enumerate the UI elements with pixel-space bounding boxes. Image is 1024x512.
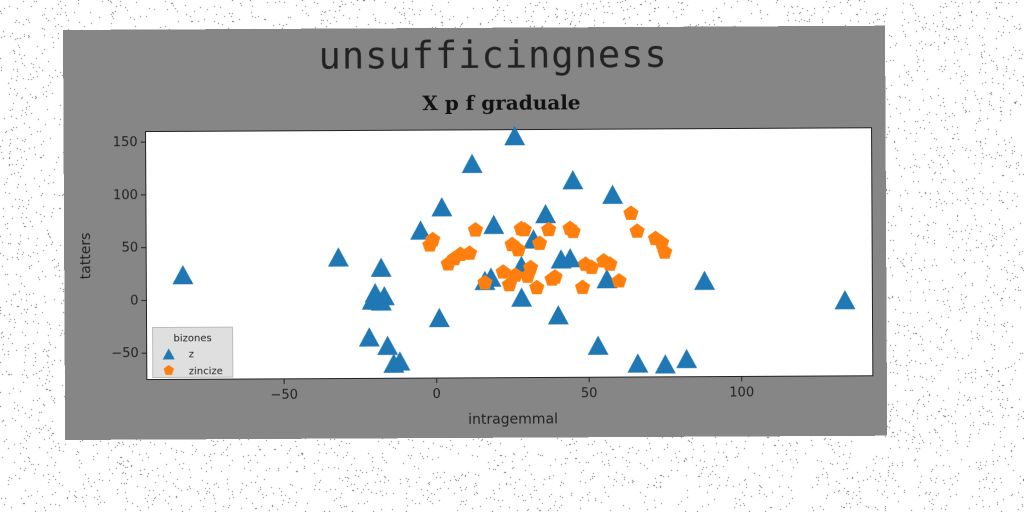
point-zincize bbox=[611, 273, 627, 288]
point-z bbox=[596, 269, 618, 289]
point-z bbox=[431, 197, 453, 217]
point-z bbox=[389, 351, 411, 371]
point-zincize bbox=[461, 245, 478, 260]
legend-marker-z bbox=[162, 348, 175, 360]
y-tick-label: 0 bbox=[130, 293, 138, 308]
point-z bbox=[547, 305, 569, 325]
legend-label-z: z bbox=[189, 349, 194, 360]
point-z bbox=[676, 348, 698, 369]
point-zincize bbox=[584, 259, 600, 274]
point-z bbox=[654, 354, 676, 374]
point-zincize bbox=[510, 241, 526, 257]
y-tick-label: 100 bbox=[113, 188, 138, 203]
y-axis-label: tatters bbox=[78, 232, 94, 279]
x-tick-label: 100 bbox=[729, 385, 754, 400]
point-z bbox=[562, 170, 584, 190]
y-tick-label: 150 bbox=[113, 135, 138, 150]
figure-panel: unsufficingness X p f graduale −50 0 50 100… bbox=[63, 25, 888, 440]
x-axis-ticks: −50 0 50 100 bbox=[270, 376, 754, 403]
point-z bbox=[327, 247, 349, 267]
point-z bbox=[535, 203, 557, 224]
x-tick-label: −50 bbox=[270, 388, 298, 403]
point-z bbox=[559, 248, 581, 268]
point-z bbox=[172, 264, 194, 285]
point-z bbox=[377, 335, 399, 355]
point-z bbox=[627, 353, 649, 373]
chart-title: X p f graduale bbox=[422, 90, 580, 115]
point-zincize bbox=[602, 256, 618, 271]
point-zincize bbox=[467, 222, 484, 237]
x-tick-label: 50 bbox=[581, 386, 598, 401]
point-z bbox=[694, 270, 716, 290]
legend-box bbox=[152, 326, 234, 379]
scatter-chart: unsufficingness X p f graduale −50 0 50 100… bbox=[78, 33, 874, 428]
point-zincize bbox=[547, 269, 563, 284]
point-z bbox=[602, 184, 624, 204]
point-zincize bbox=[532, 235, 548, 250]
x-tick-label: 0 bbox=[433, 387, 441, 402]
point-zincize bbox=[541, 221, 557, 237]
point-z bbox=[834, 289, 856, 310]
point-zincize bbox=[529, 279, 545, 295]
x-axis-label: intragemmal bbox=[468, 411, 558, 427]
point-zincize bbox=[425, 231, 441, 247]
legend-label-zincize: zincize bbox=[189, 366, 223, 377]
point-z bbox=[504, 126, 526, 146]
point-zincize bbox=[516, 221, 532, 237]
point-z bbox=[587, 335, 609, 355]
point-z bbox=[511, 287, 533, 307]
point-z bbox=[483, 214, 505, 235]
point-zincize bbox=[565, 223, 581, 239]
point-z bbox=[370, 291, 392, 311]
data-points bbox=[172, 126, 856, 374]
point-z bbox=[461, 153, 483, 173]
legend-title: bizones bbox=[173, 333, 211, 344]
point-zincize bbox=[657, 244, 673, 259]
point-zincize bbox=[629, 223, 645, 238]
plot-area bbox=[145, 127, 874, 381]
legend: bizones z zincize bbox=[152, 326, 234, 379]
point-zincize bbox=[574, 279, 591, 295]
y-axis-ticks: −50 0 50 100 150 bbox=[111, 135, 147, 361]
figure-suptitle: unsufficingness bbox=[318, 33, 667, 78]
y-tick-label: 50 bbox=[122, 241, 139, 256]
point-z bbox=[370, 257, 392, 277]
point-zincize bbox=[495, 264, 511, 279]
y-tick-label: −50 bbox=[111, 346, 139, 361]
point-z bbox=[358, 327, 380, 347]
legend-marker-zincize bbox=[163, 364, 174, 375]
point-zincize bbox=[477, 274, 493, 290]
point-zincize bbox=[507, 267, 523, 282]
point-z bbox=[410, 220, 432, 240]
point-zincize bbox=[522, 259, 539, 275]
point-z bbox=[428, 307, 450, 328]
point-zincize bbox=[623, 205, 639, 220]
